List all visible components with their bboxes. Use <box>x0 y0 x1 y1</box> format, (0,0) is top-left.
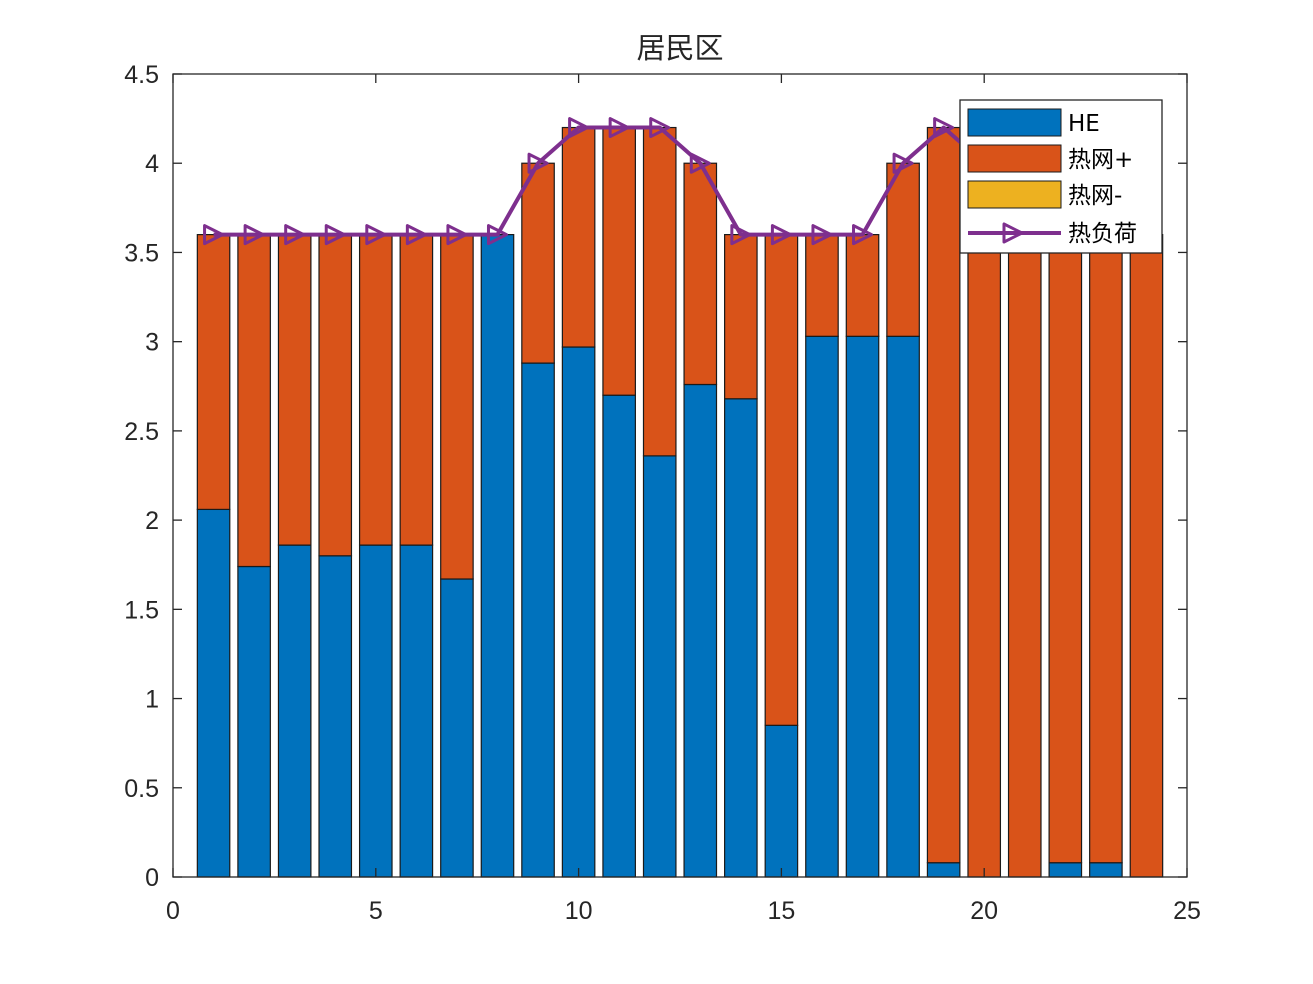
heat-load-marker-8 <box>486 224 508 246</box>
bar-heat-grid-plus-2 <box>237 234 271 568</box>
bar-heat-grid-plus-14 <box>724 234 758 400</box>
bar-heat-grid-plus-20 <box>967 162 1002 878</box>
legend-label-heat-grid-minus: 热网- <box>1068 183 1122 209</box>
y-tick-label-4: 4 <box>145 150 159 178</box>
bar-heat-grid-plus-1 <box>196 234 231 511</box>
bar-heat-grid-plus-16 <box>805 234 839 337</box>
bar-he-10 <box>561 346 596 878</box>
bar-heat-grid-plus-9 <box>521 162 555 364</box>
bar-he-5 <box>358 544 393 878</box>
heat-load-marker-9 <box>527 152 549 174</box>
legend-label-he: HE <box>1068 111 1100 137</box>
bar-heat-grid-plus-3 <box>277 234 312 546</box>
legend-swatch-heat-grid-minus <box>967 180 1062 209</box>
bar-heat-grid-plus-17 <box>845 234 880 337</box>
x-tick-label-25: 25 <box>1173 897 1201 925</box>
heat-load-marker-6 <box>405 224 427 246</box>
bar-heat-grid-plus-7 <box>440 234 474 580</box>
y-tick-label-2: 2 <box>145 507 159 535</box>
x-tick-label-0: 0 <box>166 897 180 925</box>
heat-load-marker-15 <box>770 224 792 246</box>
heat-load-marker-16 <box>811 224 833 246</box>
heat-load-marker-2 <box>243 224 265 246</box>
chart-title: 居民区 <box>636 31 723 65</box>
bar-he-9 <box>521 362 555 878</box>
y-tick-label-0-5: 0.5 <box>124 775 159 803</box>
heat-load-marker-18 <box>892 152 914 174</box>
bar-heat-grid-plus-4 <box>318 234 353 557</box>
heat-load-marker-4 <box>324 224 346 246</box>
bar-heat-grid-plus-13 <box>683 162 718 386</box>
heat-load-marker-10 <box>568 117 590 139</box>
bar-he-7 <box>440 578 474 878</box>
x-tick-label-15: 15 <box>767 897 795 925</box>
bar-heat-grid-plus-5 <box>358 234 393 546</box>
legend-marker-heat-load <box>1002 222 1024 244</box>
x-tick-label-20: 20 <box>970 897 998 925</box>
y-tick-label-1-5: 1.5 <box>124 596 159 624</box>
bar-he-12 <box>642 455 677 878</box>
bar-heat-grid-plus-15 <box>764 234 799 726</box>
bar-he-1 <box>196 508 231 878</box>
bar-he-17 <box>845 335 880 878</box>
heat-load-marker-7 <box>446 224 468 246</box>
x-tick-label-5: 5 <box>369 897 383 925</box>
bar-he-22 <box>1048 862 1083 878</box>
bar-he-3 <box>277 544 312 878</box>
bar-heat-grid-plus-19 <box>926 126 961 864</box>
bar-he-16 <box>805 335 839 878</box>
y-tick-label-3-5: 3.5 <box>124 239 159 267</box>
bar-he-18 <box>886 335 920 878</box>
y-tick-label-4-5: 4.5 <box>124 61 159 89</box>
bar-he-14 <box>724 398 758 878</box>
bar-heat-grid-plus-21 <box>1007 234 1042 878</box>
heat-load-marker-1 <box>203 224 225 246</box>
bar-heat-grid-plus-24 <box>1129 234 1164 878</box>
bar-heat-grid-plus-18 <box>886 162 920 337</box>
legend-swatch-heat-grid-plus <box>967 144 1062 173</box>
bar-he-6 <box>399 544 434 878</box>
heat-load-marker-14 <box>730 224 752 246</box>
y-tick-label-1: 1 <box>145 686 159 714</box>
ticks-layer: 0 5 10 15 20 25 0 0.5 1 1.5 2 2.5 3 3.5 4 4.5 <box>124 61 1201 925</box>
bars-layer <box>196 126 1164 878</box>
legend-label-heat-grid-plus: 热网+ <box>1068 147 1133 173</box>
bar-he-4 <box>318 555 353 878</box>
heat-load-marker-12 <box>649 117 671 139</box>
legend-label-heat-load: 热负荷 <box>1068 221 1137 247</box>
bar-heat-grid-plus-6 <box>399 234 434 546</box>
legend: HE 热网+ 热网- 热负荷 <box>959 99 1163 254</box>
bar-heat-grid-plus-23 <box>1089 234 1123 864</box>
heat-load-marker-5 <box>365 224 387 246</box>
bar-he-15 <box>764 724 799 878</box>
bar-heat-grid-plus-12 <box>642 126 677 457</box>
heat-load-marker-19 <box>933 117 955 139</box>
heat-load-marker-13 <box>689 152 711 174</box>
y-tick-label-3: 3 <box>145 329 159 357</box>
bar-he-11 <box>602 394 636 878</box>
bar-heat-grid-plus-22 <box>1048 234 1083 864</box>
legend-swatch-he <box>967 108 1062 137</box>
y-tick-label-2-5: 2.5 <box>124 418 159 446</box>
x-tick-label-10: 10 <box>565 897 593 925</box>
bar-he-23 <box>1089 862 1123 878</box>
bar-he-2 <box>237 565 271 878</box>
bar-heat-grid-plus-11 <box>602 126 636 396</box>
bar-he-8 <box>480 234 515 878</box>
heat-load-marker-3 <box>284 224 306 246</box>
bar-heat-grid-plus-10 <box>561 126 596 348</box>
heat-load-marker-11 <box>608 117 630 139</box>
bar-he-19 <box>926 862 961 878</box>
bar-he-13 <box>683 383 718 878</box>
y-tick-label-0: 0 <box>145 864 159 892</box>
axes-box <box>172 73 1188 878</box>
heat-load-marker-17 <box>852 224 874 246</box>
